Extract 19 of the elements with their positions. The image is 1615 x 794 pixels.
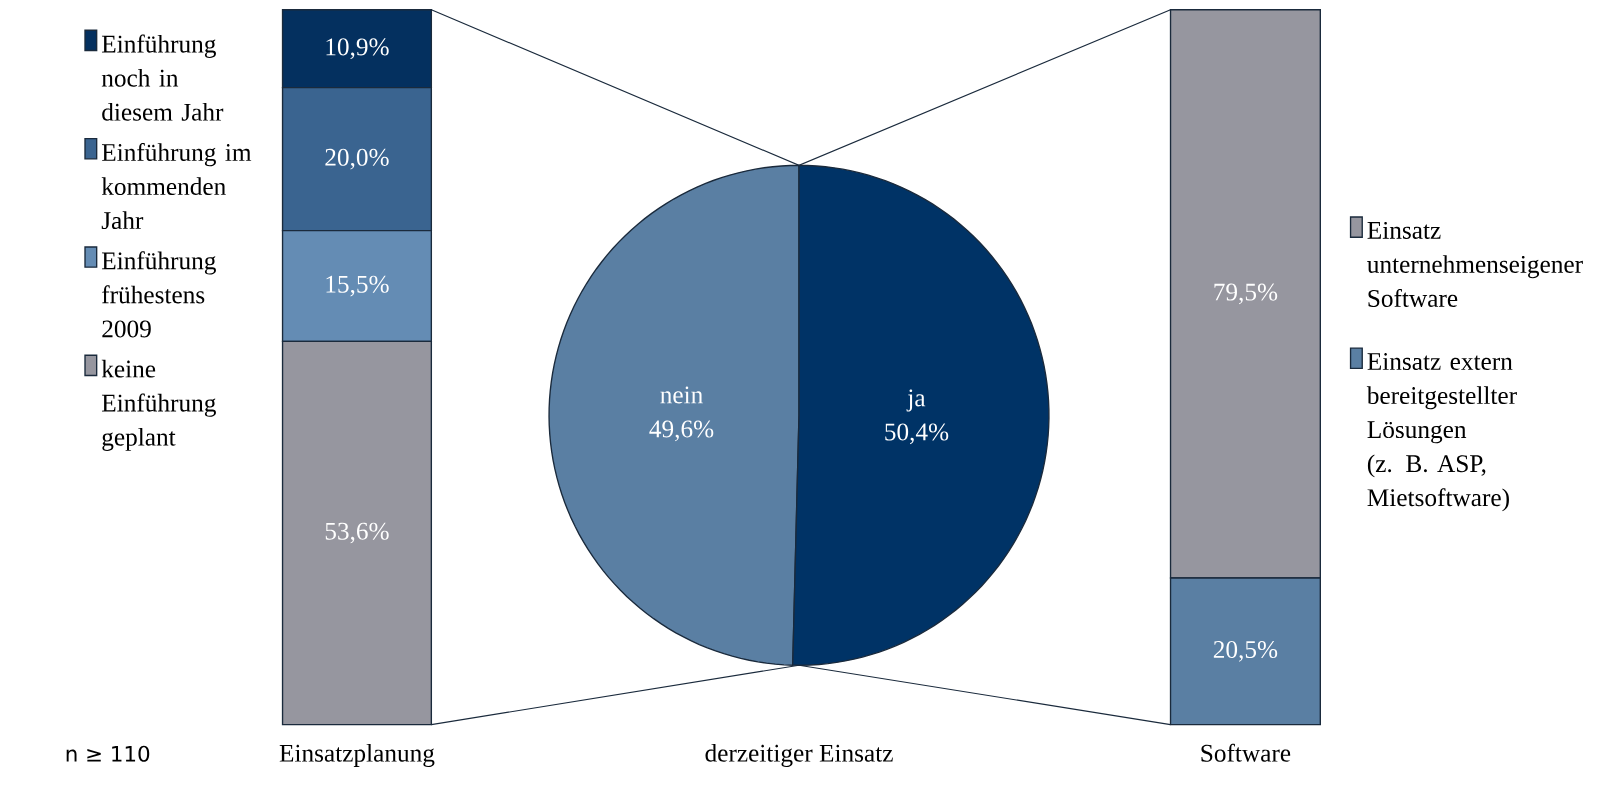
text: derzeitiger Einsatz <box>705 744 893 768</box>
data-label: 50,4% <box>885 423 949 445</box>
legend-label: Einführung im kommenden Jahr <box>101 143 252 230</box>
x-axis-title: Einsatzplanung <box>279 744 435 768</box>
legend-label: keine Einführung geplant <box>101 359 216 452</box>
slice-label: ja <box>906 389 926 412</box>
data-label: 20,5% <box>1213 641 1278 662</box>
data-label: 10,9% <box>326 38 389 60</box>
slice-label: nein <box>660 386 703 404</box>
data-label: 15,5% <box>326 275 389 297</box>
data-label: 20,0% <box>325 148 389 170</box>
legend-label: Einsatz extern bereitgestellter Lösungen (z. B. ASP, Mietsoftware) <box>1366 353 1517 512</box>
data-label: 49,6% <box>649 420 714 442</box>
text: n ≥ 110 <box>66 745 150 763</box>
data-label: 79,5% <box>1214 283 1278 305</box>
x-axis-title: Software <box>1201 743 1291 762</box>
legend-label: Einsatz unternehmenseigener Software <box>1367 222 1583 308</box>
data-label: 53,6% <box>325 522 389 544</box>
legend-label: Einführung noch in diesem Jahr <box>101 34 224 121</box>
